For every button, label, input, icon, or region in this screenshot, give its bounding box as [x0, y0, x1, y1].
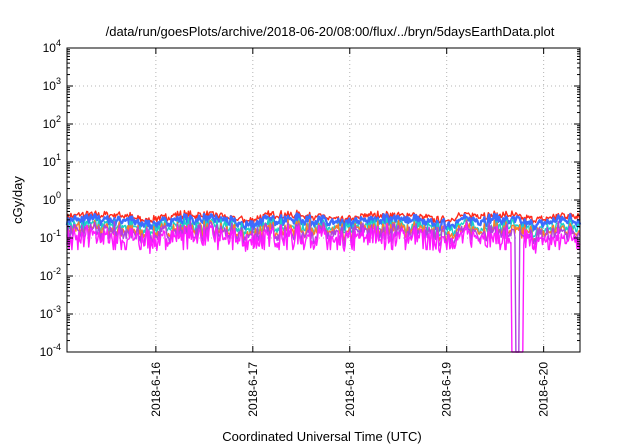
y-tick-label: 103: [43, 76, 61, 93]
y-tick-label: 10-3: [40, 304, 61, 321]
y-tick-label: 101: [43, 152, 61, 169]
y-tick-label: 10-4: [40, 342, 61, 359]
x-axis-label: Coordinated Universal Time (UTC): [222, 429, 421, 444]
y-tick-label: 10-1: [40, 228, 61, 245]
x-tick-label: 2018-6-16: [149, 362, 163, 417]
grid-lines: [67, 48, 580, 352]
y-axis-ticks: 10-4 10-3 10-2 10-1 100 101 102 103 104: [40, 38, 580, 359]
y-axis-label: cGy/day: [10, 176, 25, 224]
x-axis-ticks: 2018-6-16 2018-6-17 2018-6-18 2018-6-19 2018…: [149, 48, 551, 417]
series-line: [66, 220, 581, 353]
y-tick-label: 100: [43, 190, 61, 207]
series-line: [65, 212, 582, 233]
series-line: [66, 222, 581, 353]
y-tick-label: 102: [43, 114, 61, 131]
chart-title: /data/run/goesPlots/archive/2018-06-20/0…: [106, 24, 555, 39]
x-tick-label: 2018-6-20: [537, 362, 551, 417]
y-tick-label: 10-2: [40, 266, 61, 283]
y-tick-label: 104: [43, 38, 61, 55]
x-tick-label: 2018-6-19: [440, 362, 454, 417]
series-layer: [65, 209, 582, 353]
x-tick-label: 2018-6-18: [343, 362, 357, 417]
x-tick-label: 2018-6-17: [246, 362, 260, 417]
